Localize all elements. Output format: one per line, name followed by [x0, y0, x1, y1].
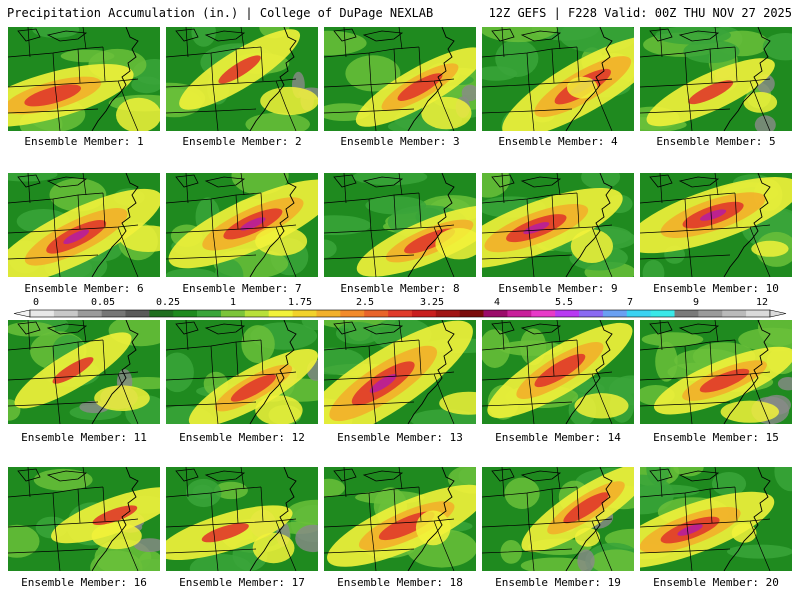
ensemble-member-map — [640, 27, 792, 131]
colorbar-swatch — [507, 310, 532, 317]
ensemble-member-map — [8, 173, 160, 277]
colorbar-tick-label: 0 — [32, 297, 40, 308]
colorbar-swatch — [149, 310, 174, 317]
colorbar-swatch — [173, 310, 198, 317]
colorbar-tick-label: 9 — [692, 297, 700, 308]
colorbar-swatch — [30, 310, 55, 317]
ensemble-member-label: Ensemble Member: 12 — [179, 431, 305, 444]
colorbar-swatch — [244, 310, 270, 317]
colorbar-max-arrow — [769, 309, 787, 318]
colorbar-tick-label: 1.75 — [287, 297, 313, 308]
colorbar-swatch — [316, 310, 341, 317]
ensemble-member-map — [8, 27, 160, 131]
ensemble-member-label: Ensemble Member: 14 — [495, 431, 621, 444]
ensemble-member-label: Ensemble Member: 6 — [24, 282, 144, 295]
ensemble-member-label: Ensemble Member: 19 — [495, 576, 621, 589]
ensemble-member-map — [8, 467, 160, 571]
colorbar-tick-label: 2.5 — [355, 297, 375, 308]
colorbar-tick-label: 0.25 — [155, 297, 181, 308]
ensemble-member-label: Ensemble Member: 3 — [340, 135, 460, 148]
ensemble-member-map — [324, 467, 476, 571]
ensemble-member-label: Ensemble Member: 10 — [653, 282, 779, 295]
colorbar-swatch — [125, 310, 150, 317]
colorbar-swatch — [220, 310, 246, 317]
ensemble-member-map — [324, 27, 476, 131]
colorbar-swatch — [101, 310, 126, 317]
colorbar-swatch — [674, 310, 699, 317]
precipitation-colorbar — [13, 309, 787, 318]
ensemble-member-map — [8, 320, 160, 424]
ensemble-member-map — [166, 467, 318, 571]
ensemble-member-label: Ensemble Member: 1 — [24, 135, 144, 148]
colorbar-swatch — [602, 310, 628, 317]
colorbar-tick-label: 0.05 — [90, 297, 116, 308]
ensemble-member-map — [482, 467, 634, 571]
colorbar-swatch — [388, 310, 413, 317]
ensemble-member-map — [640, 173, 792, 277]
ensemble-member-map — [166, 173, 318, 277]
colorbar-min-arrow — [13, 309, 31, 318]
ensemble-member-map — [482, 27, 634, 131]
ensemble-member-map — [166, 320, 318, 424]
ensemble-member-map — [166, 27, 318, 131]
colorbar-swatch — [531, 310, 556, 317]
ensemble-member-label: Ensemble Member: 11 — [21, 431, 147, 444]
colorbar-swatch — [292, 310, 317, 317]
colorbar-swatch — [364, 310, 389, 317]
colorbar-swatch — [650, 310, 675, 317]
ensemble-member-label: Ensemble Member: 13 — [337, 431, 463, 444]
model-run-info: 12Z GEFS | F228 Valid: 00Z THU NOV 27 20… — [488, 6, 792, 20]
colorbar-tick-label: 4 — [493, 297, 501, 308]
ensemble-member-label: Ensemble Member: 15 — [653, 431, 779, 444]
ensemble-member-label: Ensemble Member: 20 — [653, 576, 779, 589]
colorbar-swatch — [579, 310, 604, 317]
ensemble-member-label: Ensemble Member: 9 — [498, 282, 618, 295]
colorbar-swatch — [722, 310, 747, 317]
ensemble-member-label: Ensemble Member: 8 — [340, 282, 460, 295]
colorbar-tick-label: 7 — [626, 297, 634, 308]
map-title: Precipitation Accumulation (in.) | Colle… — [7, 6, 434, 20]
colorbar-swatch — [555, 310, 580, 317]
colorbar-swatch — [340, 310, 365, 317]
ensemble-member-map — [482, 320, 634, 424]
colorbar-swatch — [197, 310, 222, 317]
ensemble-member-map — [640, 320, 792, 424]
colorbar-swatch — [268, 310, 293, 317]
ensemble-member-map — [482, 173, 634, 277]
colorbar-swatch — [435, 310, 460, 317]
colorbar-tick-label: 1 — [229, 297, 237, 308]
colorbar-swatch — [626, 310, 651, 317]
ensemble-member-label: Ensemble Member: 18 — [337, 576, 463, 589]
ensemble-member-label: Ensemble Member: 2 — [182, 135, 302, 148]
ensemble-member-label: Ensemble Member: 16 — [21, 576, 147, 589]
colorbar-swatch — [459, 310, 484, 317]
ensemble-member-label: Ensemble Member: 4 — [498, 135, 618, 148]
colorbar-swatch — [483, 310, 508, 317]
colorbar-tick-label: 12 — [755, 297, 769, 308]
ensemble-member-map — [324, 320, 476, 424]
ensemble-member-map — [324, 173, 476, 277]
ensemble-member-label: Ensemble Member: 17 — [179, 576, 305, 589]
colorbar-swatch — [698, 310, 723, 317]
colorbar-tick-label: 5.5 — [554, 297, 574, 308]
colorbar-swatch — [53, 310, 79, 317]
colorbar-swatch — [746, 310, 771, 317]
ensemble-member-map — [640, 467, 792, 571]
colorbar-swatch — [411, 310, 437, 317]
ensemble-member-label: Ensemble Member: 7 — [182, 282, 302, 295]
colorbar-tick-label: 3.25 — [419, 297, 445, 308]
ensemble-member-label: Ensemble Member: 5 — [656, 135, 776, 148]
colorbar-swatch — [77, 310, 102, 317]
